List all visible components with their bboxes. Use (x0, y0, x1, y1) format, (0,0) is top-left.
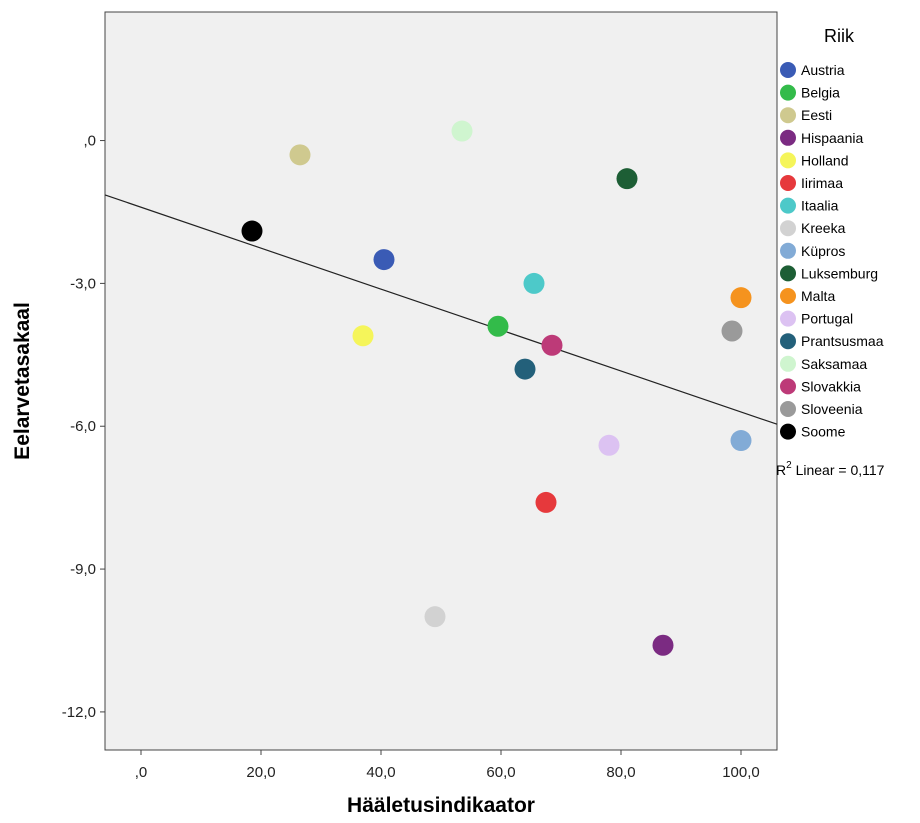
y-tick-label: -3,0 (70, 275, 96, 292)
y-axis-title: Eelarvetasakaal (11, 302, 34, 460)
r2-superscript: 2 (786, 460, 792, 471)
legend-label: Belgia (801, 85, 840, 101)
legend-marker (780, 84, 796, 101)
legend-marker (780, 310, 796, 327)
legend-label: Prantsusmaa (801, 333, 884, 349)
legend-marker (780, 62, 796, 78)
legend-label: Soome (801, 424, 846, 440)
legend-marker (780, 220, 796, 237)
legend-label: Luksemburg (801, 265, 878, 281)
x-tick-label: 20,0 (246, 764, 275, 781)
legend-label: Portugal (801, 311, 853, 327)
point-malta (730, 287, 752, 309)
x-axis-title: Hääletusindikaator (347, 794, 535, 817)
point-austria (373, 249, 395, 271)
point-itaalia (523, 272, 545, 294)
point-saksamaa (451, 120, 473, 142)
y-tick-label: -12,0 (62, 704, 96, 721)
legend-marker (780, 355, 796, 372)
point-iirimaa (535, 491, 557, 513)
point-prantsusmaa (514, 358, 536, 380)
point-hispaania (652, 634, 674, 656)
legend-marker (780, 175, 796, 191)
point-soome (241, 220, 263, 242)
y-tick-label: ,0 (83, 133, 96, 150)
legend-marker (780, 152, 796, 169)
x-tick-label: 40,0 (366, 764, 395, 781)
point-holland (352, 325, 374, 347)
point-portugal (598, 434, 620, 456)
y-tick-label: -6,0 (70, 418, 96, 435)
legend-marker (780, 378, 796, 395)
legend-label: Hispaania (801, 130, 863, 146)
legend-marker (780, 107, 796, 124)
x-tick-label: 80,0 (606, 764, 635, 781)
legend-marker (780, 288, 796, 304)
legend-label: Saksamaa (801, 356, 867, 372)
point-kreeka (424, 606, 446, 628)
point-eesti (289, 144, 311, 166)
legend-title: Riik (824, 26, 855, 46)
legend-label: Eesti (801, 107, 832, 123)
legend-marker (780, 401, 796, 417)
legend-label: Holland (801, 152, 848, 168)
regression-line (104, 194, 778, 425)
point-slovakkia (541, 334, 563, 356)
legend-marker (780, 333, 796, 350)
point-sloveenia (721, 320, 743, 342)
legend-label: Malta (801, 288, 835, 304)
x-tick-label: ,0 (135, 764, 148, 781)
legend-marker (780, 129, 796, 146)
point-belgia (487, 315, 509, 337)
x-tick-label: 100,0 (722, 764, 760, 781)
point-küpros (730, 430, 752, 452)
legend-marker (780, 423, 796, 440)
plot-area (104, 11, 778, 751)
r2-text: Linear = 0,117 (792, 462, 885, 478)
r2-annotation: R2 Linear = 0,117 (776, 460, 885, 478)
legend-marker (780, 197, 796, 214)
legend-label: Austria (801, 62, 845, 78)
legend-marker (780, 265, 796, 282)
legend-marker (780, 242, 796, 259)
legend-label: Kreeka (801, 220, 846, 236)
legend-label: Sloveenia (801, 401, 863, 417)
y-tick-label: -9,0 (70, 561, 96, 578)
r2-prefix: R (776, 462, 786, 478)
legend-label: Küpros (801, 243, 845, 259)
x-tick-label: 60,0 (486, 764, 515, 781)
legend-label: Slovakkia (801, 378, 861, 394)
legend-label: Iirimaa (801, 175, 843, 191)
point-luksemburg (616, 168, 638, 190)
legend-label: Itaalia (801, 198, 839, 214)
